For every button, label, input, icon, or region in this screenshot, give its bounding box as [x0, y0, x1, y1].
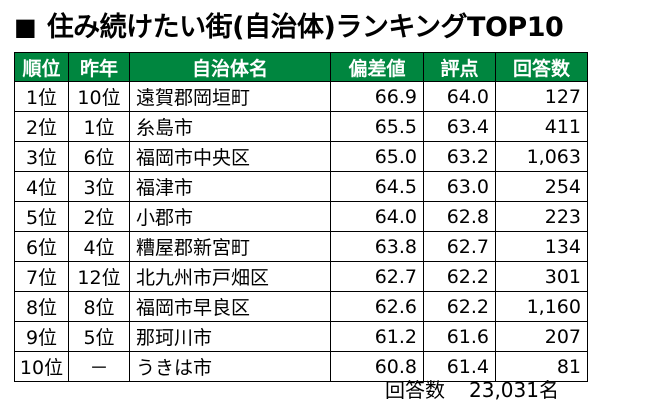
cell-score: 61.6: [423, 321, 496, 352]
total-responses-value: 23,031名: [469, 378, 559, 402]
cell-deviation: 62.7: [330, 261, 424, 292]
cell-rank: 2位: [14, 111, 69, 142]
cell-rank: 10位: [14, 351, 69, 382]
table-header-row: 順位 昨年 自治体名 偏差値 評点 回答数: [14, 52, 588, 82]
cell-score: 63.0: [423, 171, 496, 202]
title-text: 住み続けたい街(自治体)ランキングTOP10: [46, 11, 564, 43]
cell-rank: 1位: [14, 81, 69, 112]
cell-rank: 6位: [14, 231, 69, 262]
cell-deviation: 64.5: [330, 171, 424, 202]
cell-last-year: 4位: [68, 231, 130, 262]
cell-last-year: 2位: [68, 201, 130, 232]
table-row: 10位－うきは市 60.8 61.4 81: [14, 351, 588, 382]
table-row: 6位 4位 糟屋郡新宮町 63.8 62.7 134: [14, 231, 588, 262]
table-row: 1位 10位 遠賀郡岡垣町 66.9 64.0 127: [14, 81, 588, 112]
table-row: 5位 2位 小郡市 64.0 62.8 223: [14, 201, 588, 232]
cell-rank: 9位: [14, 321, 69, 352]
cell-deviation: 64.0: [330, 201, 424, 232]
cell-municipality-name: 福岡市早良区: [129, 291, 331, 322]
cell-responses: 81: [495, 351, 588, 382]
cell-deviation: 65.5: [330, 111, 424, 142]
cell-municipality-name: うきは市: [129, 351, 331, 382]
cell-rank: 7位: [14, 261, 69, 292]
table-body: 1位 10位 遠賀郡岡垣町 66.9 64.0 127 2位 1位 糸島市 65.5 63.4 411…: [14, 81, 588, 382]
cell-responses: 254: [495, 171, 588, 202]
cell-last-year: 12位: [68, 261, 130, 292]
header-last-year: 昨年: [68, 52, 130, 82]
header-score: 評点: [423, 52, 496, 82]
cell-responses: 134: [495, 231, 588, 262]
cell-deviation: 61.2: [330, 321, 424, 352]
cell-last-year: 5位: [68, 321, 130, 352]
cell-municipality-name: 福津市: [129, 171, 331, 202]
cell-responses: 207: [495, 321, 588, 352]
table-row: 8位 8位 福岡市早良区 62.6 62.2 1,160: [14, 291, 588, 322]
page-title: ■ 住み続けたい街(自治体)ランキングTOP10: [14, 9, 564, 45]
table-row: 3位 6位 福岡市中央区 65.0 63.2 1,063: [14, 141, 588, 172]
cell-deviation: 60.8: [330, 351, 424, 382]
cell-municipality-name: 糸島市: [129, 111, 331, 142]
cell-score: 63.2: [423, 141, 496, 172]
cell-rank: 5位: [14, 201, 69, 232]
table-row: 9位 5位 那珂川市 61.2 61.6 207: [14, 321, 588, 352]
cell-rank: 4位: [14, 171, 69, 202]
cell-municipality-name: 北九州市戸畑区: [129, 261, 331, 292]
cell-score: 62.7: [423, 231, 496, 262]
cell-deviation: 62.6: [330, 291, 424, 322]
cell-last-year: 8位: [68, 291, 130, 322]
cell-responses: 1,160: [495, 291, 588, 322]
cell-last-year: －: [68, 351, 130, 382]
header-rank: 順位: [14, 52, 69, 82]
cell-municipality-name: 糟屋郡新宮町: [129, 231, 331, 262]
cell-rank: 8位: [14, 291, 69, 322]
header-deviation: 偏差値: [330, 52, 424, 82]
cell-responses: 223: [495, 201, 588, 232]
table-row: 7位 12位 北九州市戸畑区 62.7 62.2 301: [14, 261, 588, 292]
cell-score: 64.0: [423, 81, 496, 112]
cell-deviation: 63.8: [330, 231, 424, 262]
ranking-table: 順位 昨年 自治体名 偏差値 評点 回答数 1位 10位 遠賀郡岡垣町 66.9 64.…: [14, 52, 588, 382]
cell-responses: 127: [495, 81, 588, 112]
cell-responses: 301: [495, 261, 588, 292]
cell-last-year: 1位: [68, 111, 130, 142]
cell-score: 62.2: [423, 291, 496, 322]
header-municipality-name: 自治体名: [129, 52, 331, 82]
cell-municipality-name: 福岡市中央区: [129, 141, 331, 172]
cell-deviation: 65.0: [330, 141, 424, 172]
total-responses-label: 回答数: [385, 378, 445, 402]
cell-responses: 1,063: [495, 141, 588, 172]
cell-responses: 411: [495, 111, 588, 142]
cell-municipality-name: 那珂川市: [129, 321, 331, 352]
cell-last-year: 3位: [68, 171, 130, 202]
cell-rank: 3位: [14, 141, 69, 172]
table-row: 4位 3位 福津市 64.5 63.0 254: [14, 171, 588, 202]
cell-last-year: 10位: [68, 81, 130, 112]
cell-deviation: 66.9: [330, 81, 424, 112]
table-row: 2位 1位 糸島市 65.5 63.4 411: [14, 111, 588, 142]
square-bullet-icon: ■: [14, 13, 37, 41]
cell-score: 62.2: [423, 261, 496, 292]
cell-last-year: 6位: [68, 141, 130, 172]
header-responses: 回答数: [495, 52, 588, 82]
cell-score: 63.4: [423, 111, 496, 142]
total-responses: 回答数 23,031名: [385, 374, 559, 403]
cell-score: 62.8: [423, 201, 496, 232]
cell-municipality-name: 遠賀郡岡垣町: [129, 81, 331, 112]
cell-municipality-name: 小郡市: [129, 201, 331, 232]
